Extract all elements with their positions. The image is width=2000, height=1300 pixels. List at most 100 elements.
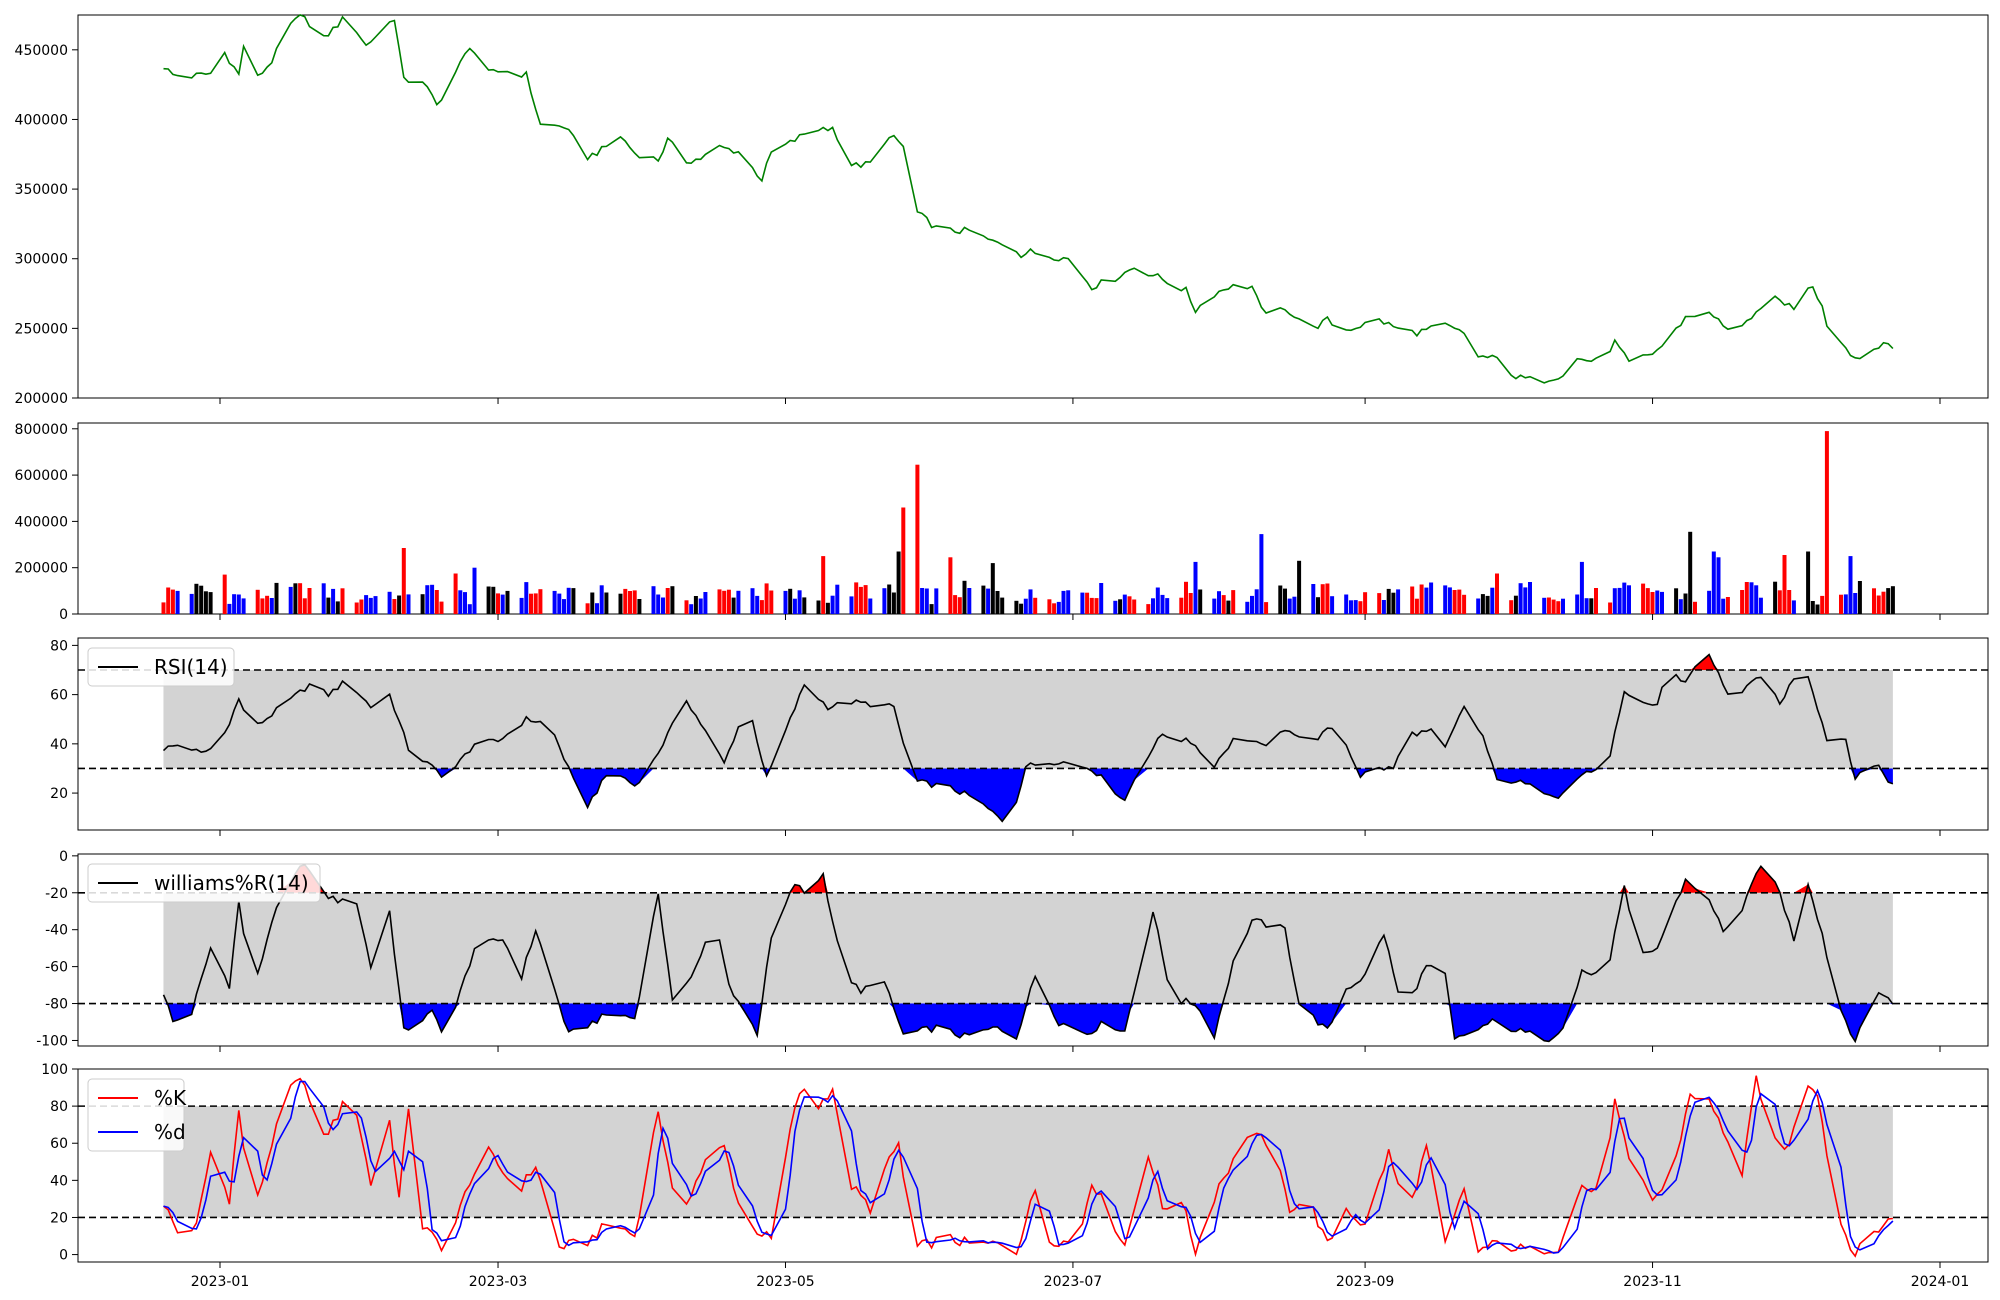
volume-bar bbox=[1683, 593, 1688, 614]
volume-bar bbox=[986, 588, 991, 614]
stochastic-ytick-label: 60 bbox=[50, 1136, 68, 1152]
volume-bar bbox=[830, 595, 835, 614]
volume-bar bbox=[1052, 603, 1057, 614]
volume-bar bbox=[717, 589, 722, 614]
volume-bar bbox=[1612, 588, 1617, 614]
volume-bar bbox=[967, 588, 972, 614]
rsi-neutral-band bbox=[163, 670, 1893, 769]
volume-bar bbox=[302, 598, 307, 614]
price-line bbox=[163, 13, 1894, 384]
volume-bar bbox=[222, 574, 227, 614]
volume-bar bbox=[397, 595, 402, 614]
volume-bar bbox=[1377, 593, 1382, 614]
volume-bar bbox=[364, 595, 369, 614]
volume-bar bbox=[1528, 582, 1532, 614]
volume-bar bbox=[1000, 597, 1005, 614]
volume-bar bbox=[1160, 594, 1165, 614]
williams-ytick-label: 0 bbox=[59, 849, 68, 865]
volume-bar bbox=[1287, 598, 1292, 614]
volume-bar bbox=[628, 591, 632, 614]
volume-bar bbox=[1546, 597, 1551, 614]
williams-line-williamsr14 bbox=[162, 863, 1894, 1044]
volume-bar bbox=[1791, 600, 1796, 614]
volume-bar bbox=[1787, 590, 1792, 614]
volume-bar bbox=[1447, 587, 1452, 614]
volume-bar bbox=[208, 592, 213, 614]
volume-bar bbox=[1297, 560, 1302, 614]
volume-bar bbox=[1824, 431, 1829, 614]
volume-bar bbox=[792, 598, 797, 614]
williams-ytick-label: -100 bbox=[36, 1033, 68, 1049]
rsi-ytick-label: 40 bbox=[50, 737, 68, 753]
stochastic-legend-label: %d bbox=[154, 1120, 186, 1144]
volume-bar bbox=[571, 588, 576, 614]
volume-bar bbox=[340, 588, 345, 614]
volume-bar bbox=[1047, 599, 1052, 614]
volume-bar bbox=[1485, 595, 1490, 614]
volume-bar bbox=[618, 593, 623, 614]
volume-bar bbox=[1872, 588, 1876, 614]
williams-ytick-label: -40 bbox=[45, 923, 68, 939]
williams-neutral-band bbox=[163, 892, 1893, 1004]
volume-bar bbox=[656, 594, 661, 614]
volume-bar bbox=[430, 584, 435, 614]
volume-bar bbox=[1231, 590, 1236, 614]
volume-bar bbox=[924, 588, 929, 614]
volume-bar bbox=[1693, 601, 1697, 614]
volume-bar bbox=[189, 593, 194, 614]
williams-ytick-label: -20 bbox=[45, 886, 68, 902]
volume-bar bbox=[1184, 581, 1188, 614]
volume-bar bbox=[387, 591, 392, 614]
volume-bar bbox=[1462, 594, 1467, 614]
volume-bar bbox=[472, 567, 477, 614]
volume-bar bbox=[1749, 582, 1754, 614]
williams-legend-label: williams%R(14) bbox=[154, 871, 309, 895]
volume-bar bbox=[467, 604, 472, 614]
volume-ytick-label: 400000 bbox=[15, 514, 68, 530]
volume-bar bbox=[354, 602, 359, 614]
volume-bar bbox=[321, 583, 326, 614]
volume-bar bbox=[1028, 589, 1033, 614]
volume-bar bbox=[274, 582, 279, 614]
volume-bar bbox=[1188, 593, 1193, 614]
volume-bar bbox=[1886, 588, 1891, 614]
volume-bar bbox=[882, 588, 887, 614]
volume-bar bbox=[1358, 601, 1363, 614]
stochastic-ytick-label: 40 bbox=[50, 1173, 68, 1189]
rsi-legend-label: RSI(14) bbox=[154, 655, 228, 679]
volume-bar bbox=[632, 590, 637, 614]
volume-bar bbox=[1650, 592, 1655, 614]
williams-panel-frame bbox=[77, 853, 1989, 1047]
volume-bar bbox=[825, 602, 830, 614]
volume-bar bbox=[1608, 602, 1613, 614]
volume-bar bbox=[990, 563, 995, 614]
x-tick-label: 2023-09 bbox=[1336, 1274, 1395, 1290]
volume-bar bbox=[590, 592, 595, 614]
volume-bar bbox=[1118, 599, 1123, 614]
volume-bar bbox=[722, 590, 727, 614]
volume-bar bbox=[1212, 598, 1217, 614]
volume-bar bbox=[1495, 573, 1499, 614]
volume-bar bbox=[1429, 582, 1434, 614]
volume-bar bbox=[1815, 604, 1820, 614]
volume-bar bbox=[1165, 598, 1170, 614]
volume-bar bbox=[797, 590, 802, 614]
volume-bar bbox=[755, 595, 760, 614]
volume-bar bbox=[1391, 592, 1396, 614]
volume-bar bbox=[1033, 597, 1038, 614]
volume-bar bbox=[835, 584, 840, 614]
volume-bar bbox=[595, 603, 599, 614]
volume-bar bbox=[1099, 583, 1104, 614]
rsi-oversold-fill bbox=[163, 768, 1893, 822]
volume-bar bbox=[538, 589, 543, 614]
volume-bar bbox=[331, 588, 336, 614]
volume-bar bbox=[901, 507, 906, 614]
x-tick-label: 2023-03 bbox=[469, 1274, 528, 1290]
price-panel-frame bbox=[77, 14, 1989, 399]
volume-bar bbox=[194, 583, 199, 614]
volume-bar bbox=[1716, 557, 1721, 614]
volume-bar bbox=[684, 600, 689, 614]
volume-bar bbox=[759, 600, 764, 614]
volume-bar bbox=[1740, 590, 1745, 614]
